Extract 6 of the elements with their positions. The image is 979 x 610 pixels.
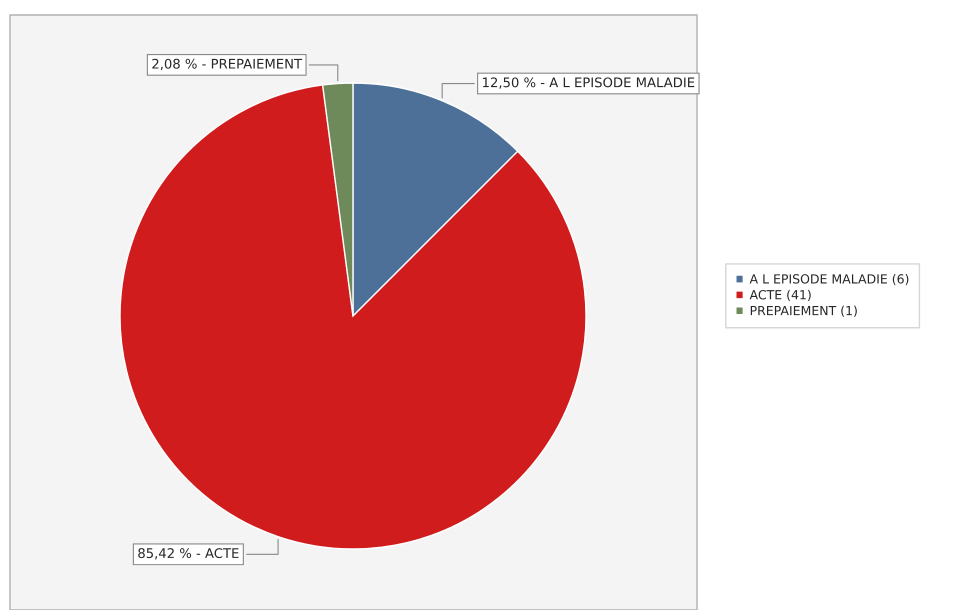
data-label: 2,08 % - PREPAIEMENT <box>152 58 302 70</box>
legend-label: PREPAIEMENT (1) <box>750 306 857 317</box>
legend-label: A L EPISODE MALADIE (6) <box>750 274 908 286</box>
legend-label: ACTE (41) <box>750 290 811 301</box>
data-label: 85,42 % - ACTE <box>138 548 239 560</box>
data-label: 12,50 % - A L EPISODE MALADIE <box>483 77 694 89</box>
